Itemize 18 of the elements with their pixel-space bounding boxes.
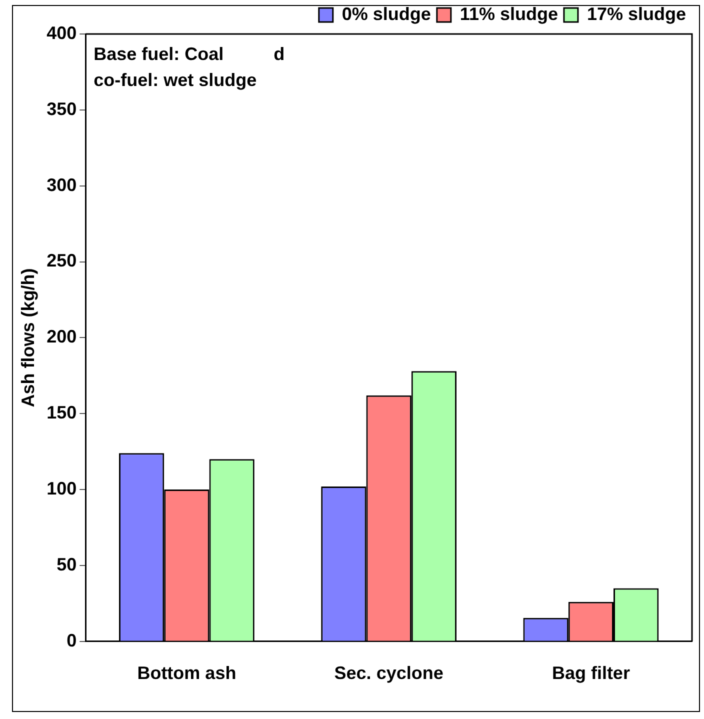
y-axis-title: Ash flows (kg/h): [18, 268, 38, 408]
y-tick-label: 150: [46, 402, 77, 423]
y-tick-label: 50: [56, 554, 77, 574]
y-tick-label: 200: [46, 326, 77, 347]
y-tick-label: 250: [46, 250, 77, 271]
y-tick-label: 400: [46, 22, 77, 43]
y-tick-label: 300: [46, 174, 77, 195]
annotation: Base fuel: Coal d: [94, 44, 285, 64]
x-tick-label: Sec. cyclone: [334, 663, 444, 684]
x-tick-label: Bottom ash: [137, 663, 236, 684]
legend-label: 11% sludge: [460, 4, 558, 24]
y-tick-label: 0: [66, 630, 77, 650]
x-tick-label: Bag filter: [552, 663, 630, 684]
annotation: co-fuel: wet sludge: [94, 70, 257, 90]
y-tick-label: 350: [46, 98, 77, 119]
legend-label: 0% sludge: [342, 4, 431, 24]
legend-label: 17% sludge: [586, 4, 686, 24]
y-tick-label: 100: [46, 478, 77, 499]
